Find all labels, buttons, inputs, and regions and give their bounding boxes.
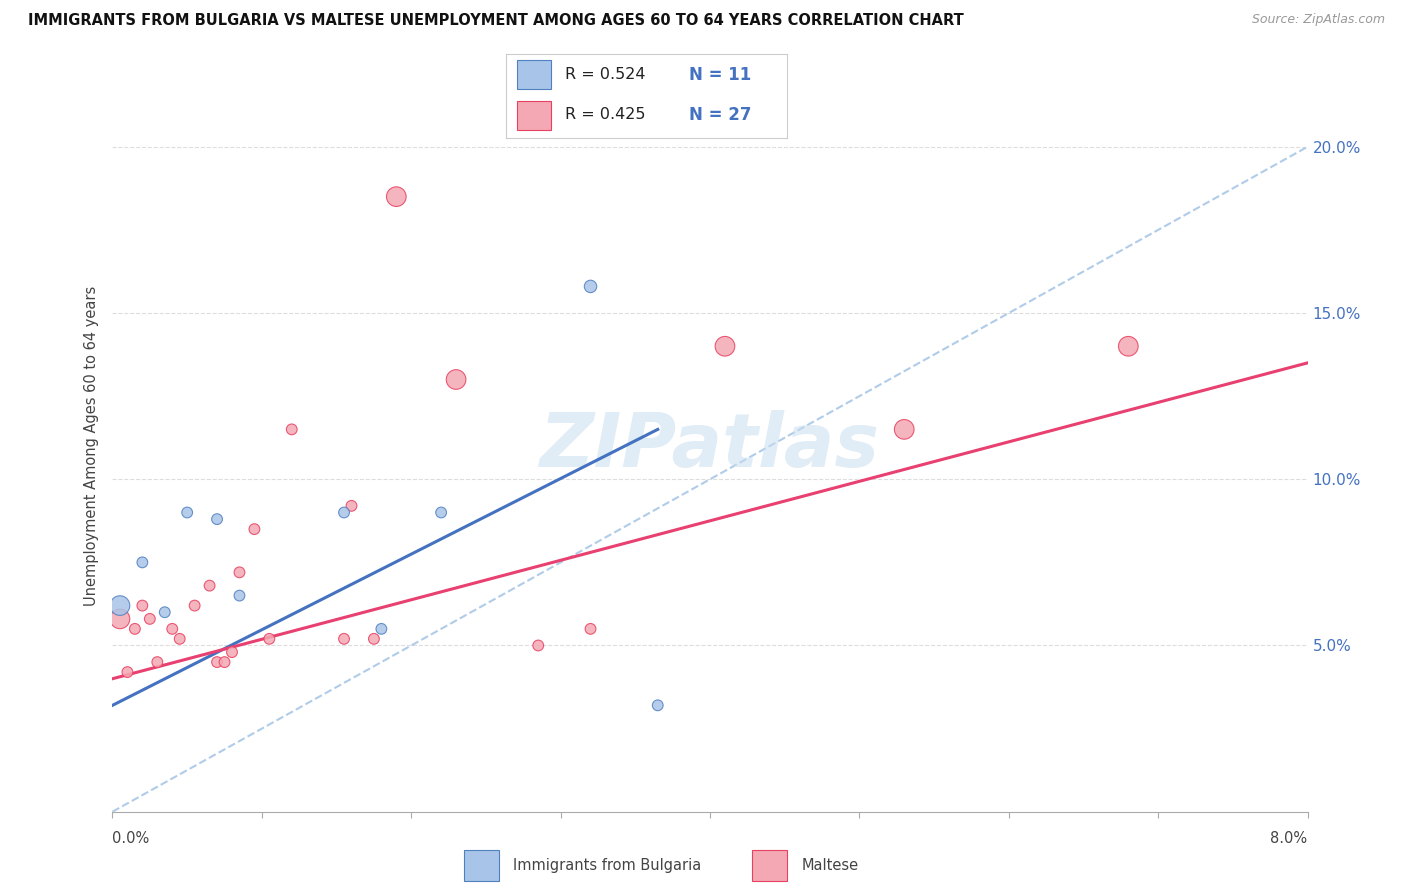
Text: R = 0.524: R = 0.524 (565, 67, 645, 82)
Y-axis label: Unemployment Among Ages 60 to 64 years: Unemployment Among Ages 60 to 64 years (84, 285, 100, 607)
Point (205, 512, 228, 526)
Text: N = 27: N = 27 (689, 105, 751, 123)
Point (183, 599, 205, 613)
Point (108, 599, 131, 613)
Point (205, 655, 228, 669)
Point (579, 279, 602, 293)
Point (714, 339, 737, 353)
Point (385, 189, 408, 203)
Point (153, 605, 176, 619)
Point (259, 632, 281, 646)
Text: Maltese: Maltese (801, 858, 859, 872)
Point (162, 622, 183, 636)
Text: R = 0.425: R = 0.425 (565, 107, 645, 122)
Point (139, 612, 162, 626)
Point (228, 589, 250, 603)
Point (198, 579, 221, 593)
FancyBboxPatch shape (517, 61, 551, 89)
Point (893, 422, 915, 436)
Point (131, 555, 153, 569)
Point (169, 632, 191, 646)
Point (370, 622, 392, 636)
Point (333, 632, 356, 646)
Point (117, 665, 139, 679)
FancyBboxPatch shape (464, 849, 499, 881)
FancyBboxPatch shape (752, 849, 787, 881)
Point (214, 655, 236, 669)
Point (430, 506, 453, 520)
Point (131, 599, 153, 613)
Point (228, 566, 250, 580)
Point (124, 622, 146, 636)
Point (108, 612, 131, 626)
Text: 0.0%: 0.0% (112, 831, 149, 846)
Point (221, 645, 243, 659)
Point (281, 422, 304, 436)
Point (333, 506, 356, 520)
Text: Source: ZipAtlas.com: Source: ZipAtlas.com (1251, 13, 1385, 27)
Point (527, 639, 550, 653)
Point (146, 655, 169, 669)
Text: N = 11: N = 11 (689, 66, 751, 84)
Point (579, 622, 602, 636)
Text: ZIPatlas: ZIPatlas (540, 409, 880, 483)
Point (647, 698, 669, 713)
Point (340, 499, 363, 513)
Point (176, 506, 198, 520)
Point (243, 522, 266, 536)
Point (1116, 339, 1139, 353)
Point (444, 372, 467, 386)
Point (363, 632, 385, 646)
Text: IMMIGRANTS FROM BULGARIA VS MALTESE UNEMPLOYMENT AMONG AGES 60 TO 64 YEARS CORRE: IMMIGRANTS FROM BULGARIA VS MALTESE UNEM… (28, 13, 965, 29)
FancyBboxPatch shape (517, 101, 551, 130)
Text: Immigrants from Bulgaria: Immigrants from Bulgaria (513, 858, 702, 872)
Text: 8.0%: 8.0% (1271, 831, 1308, 846)
